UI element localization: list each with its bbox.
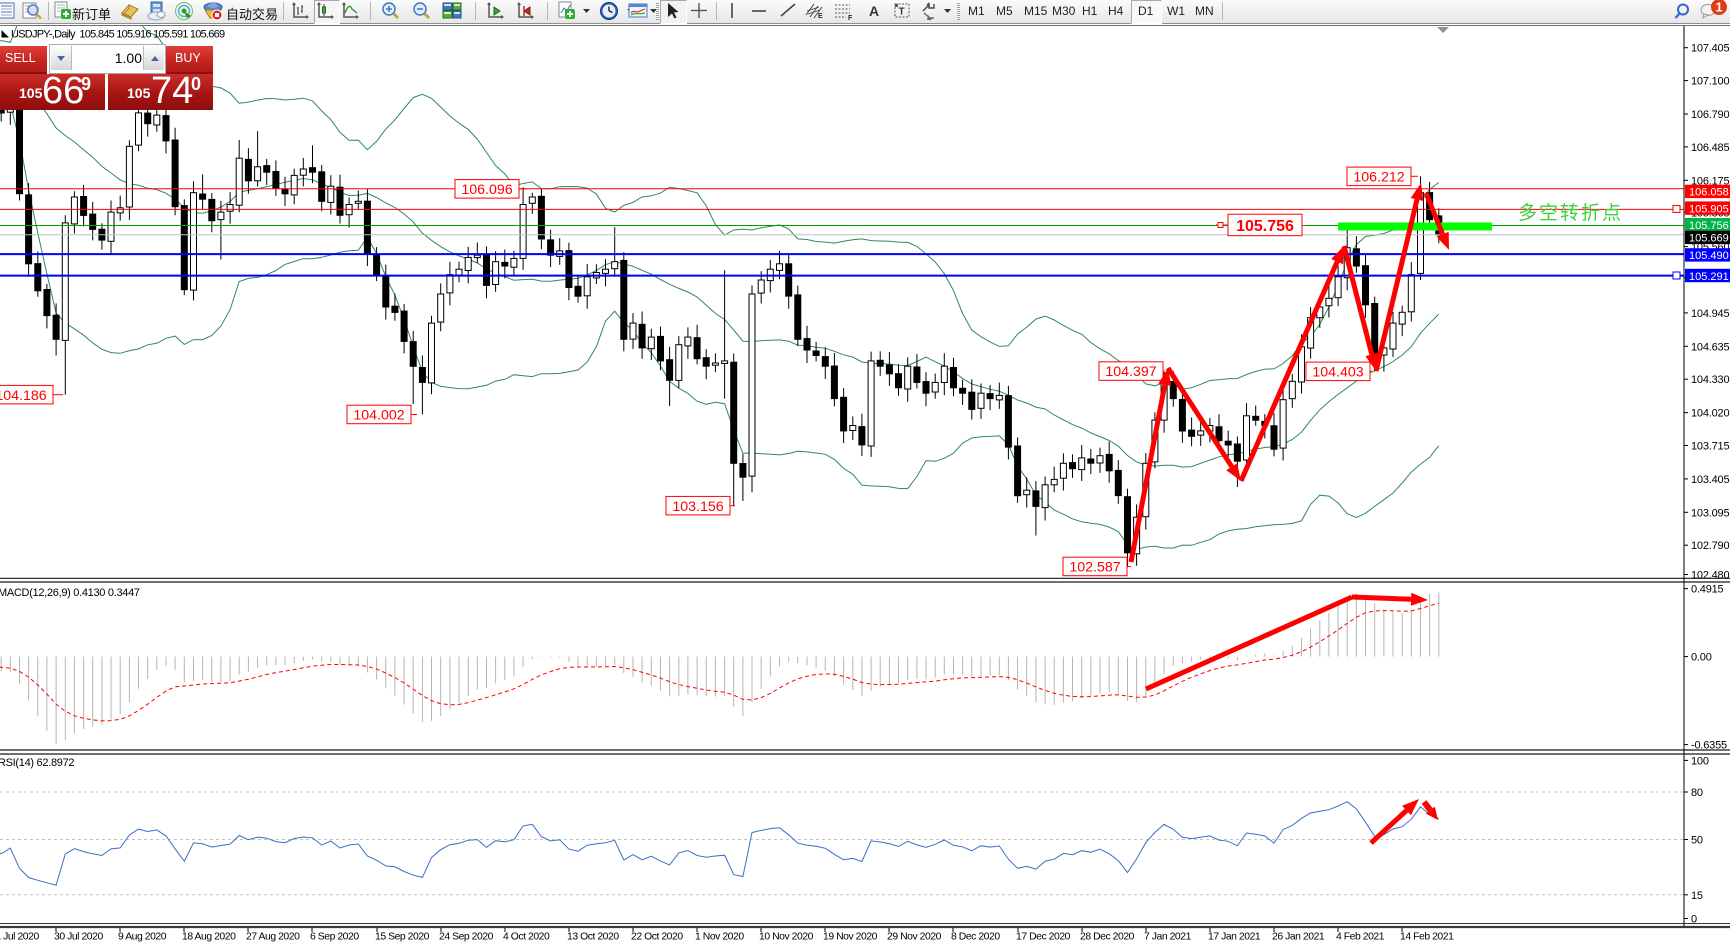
svg-text:MACD(12,26,9) 0.4130 0.3447: MACD(12,26,9) 0.4130 0.3447: [0, 587, 140, 599]
svg-text:103.715: 103.715: [1691, 441, 1729, 453]
svg-text:105.669: 105.669: [1689, 233, 1729, 245]
svg-text:105.291: 105.291: [1689, 271, 1729, 283]
svg-text:104.397: 104.397: [1105, 364, 1156, 380]
svg-text:104.002: 104.002: [353, 408, 404, 424]
svg-text:14 Feb 2021: 14 Feb 2021: [1400, 932, 1454, 942]
svg-text:1: 1: [1715, 0, 1722, 15]
svg-text:104.403: 104.403: [1312, 364, 1363, 380]
svg-text:22 Oct 2020: 22 Oct 2020: [631, 932, 683, 942]
svg-text:104.186: 104.186: [0, 388, 47, 404]
svg-text:-0.6355: -0.6355: [1691, 740, 1727, 752]
svg-text:13 Oct 2020: 13 Oct 2020: [567, 932, 619, 942]
svg-text:104.330: 104.330: [1691, 374, 1729, 386]
svg-text:102.587: 102.587: [1069, 560, 1120, 576]
svg-text:103.156: 103.156: [672, 499, 723, 515]
svg-text:105.490: 105.490: [1689, 250, 1729, 262]
svg-text:E: E: [818, 13, 823, 20]
svg-text:50: 50: [1691, 835, 1703, 847]
svg-text:RSI(14) 62.8972: RSI(14) 62.8972: [0, 757, 74, 769]
svg-text:T: T: [899, 7, 905, 18]
svg-text:26 Jan 2021: 26 Jan 2021: [1272, 932, 1325, 942]
svg-text:103.405: 103.405: [1691, 474, 1729, 486]
svg-text:106.485: 106.485: [1691, 142, 1729, 154]
svg-text:105.756: 105.756: [1689, 220, 1729, 232]
svg-text:21 Jul 2020: 21 Jul 2020: [0, 932, 39, 942]
svg-text:9 Aug 2020: 9 Aug 2020: [118, 932, 167, 942]
svg-text:7 Jan 2021: 7 Jan 2021: [1144, 932, 1192, 942]
svg-text:104.020: 104.020: [1691, 408, 1729, 420]
svg-text:0: 0: [1691, 914, 1697, 926]
svg-text:106.175: 106.175: [1691, 175, 1729, 187]
svg-text:15 Sep 2020: 15 Sep 2020: [375, 932, 430, 942]
svg-text:17 Dec 2020: 17 Dec 2020: [1016, 932, 1071, 942]
svg-text:105.756: 105.756: [1236, 218, 1294, 235]
svg-text:102.790: 102.790: [1691, 540, 1729, 552]
svg-text:104.635: 104.635: [1691, 341, 1729, 353]
svg-text:17 Jan 2021: 17 Jan 2021: [1208, 932, 1261, 942]
svg-text:80: 80: [1691, 787, 1703, 799]
svg-text:4 Oct 2020: 4 Oct 2020: [503, 932, 550, 942]
svg-text:100: 100: [1691, 755, 1709, 767]
svg-text:107.100: 107.100: [1691, 76, 1729, 88]
svg-text:0.4915: 0.4915: [1691, 584, 1724, 596]
svg-text:107.405: 107.405: [1691, 43, 1729, 55]
svg-text:18 Aug 2020: 18 Aug 2020: [182, 932, 236, 942]
svg-text:24 Sep 2020: 24 Sep 2020: [439, 932, 494, 942]
svg-text:10 Nov 2020: 10 Nov 2020: [759, 932, 814, 942]
svg-text:多空转折点: 多空转折点: [1518, 202, 1623, 224]
svg-text:F: F: [848, 15, 853, 21]
svg-text:106.790: 106.790: [1691, 109, 1729, 121]
svg-text:1 Nov 2020: 1 Nov 2020: [695, 932, 744, 942]
svg-text:29 Nov 2020: 29 Nov 2020: [887, 932, 942, 942]
svg-text:0.00: 0.00: [1691, 652, 1712, 664]
svg-text:104.945: 104.945: [1691, 308, 1729, 320]
svg-text:106.096: 106.096: [461, 182, 512, 198]
svg-text:30 Jul 2020: 30 Jul 2020: [54, 932, 103, 942]
svg-text:15: 15: [1691, 890, 1703, 902]
svg-text:28 Dec 2020: 28 Dec 2020: [1080, 932, 1135, 942]
svg-text:27 Aug 2020: 27 Aug 2020: [246, 932, 300, 942]
svg-text:102.480: 102.480: [1691, 570, 1729, 582]
svg-text:4 Feb 2021: 4 Feb 2021: [1336, 932, 1385, 942]
svg-text:USDJPY-,Daily 105.845 105.916: USDJPY-,Daily 105.845 105.916 105.591 10…: [11, 29, 225, 41]
svg-text:6 Sep 2020: 6 Sep 2020: [310, 932, 359, 942]
svg-text:103.095: 103.095: [1691, 507, 1729, 519]
svg-text:105.905: 105.905: [1689, 203, 1729, 215]
svg-text:8 Dec 2020: 8 Dec 2020: [951, 932, 1000, 942]
svg-text:106.058: 106.058: [1689, 187, 1729, 199]
svg-text:106.212: 106.212: [1353, 169, 1404, 185]
svg-text:19 Nov 2020: 19 Nov 2020: [823, 932, 878, 942]
